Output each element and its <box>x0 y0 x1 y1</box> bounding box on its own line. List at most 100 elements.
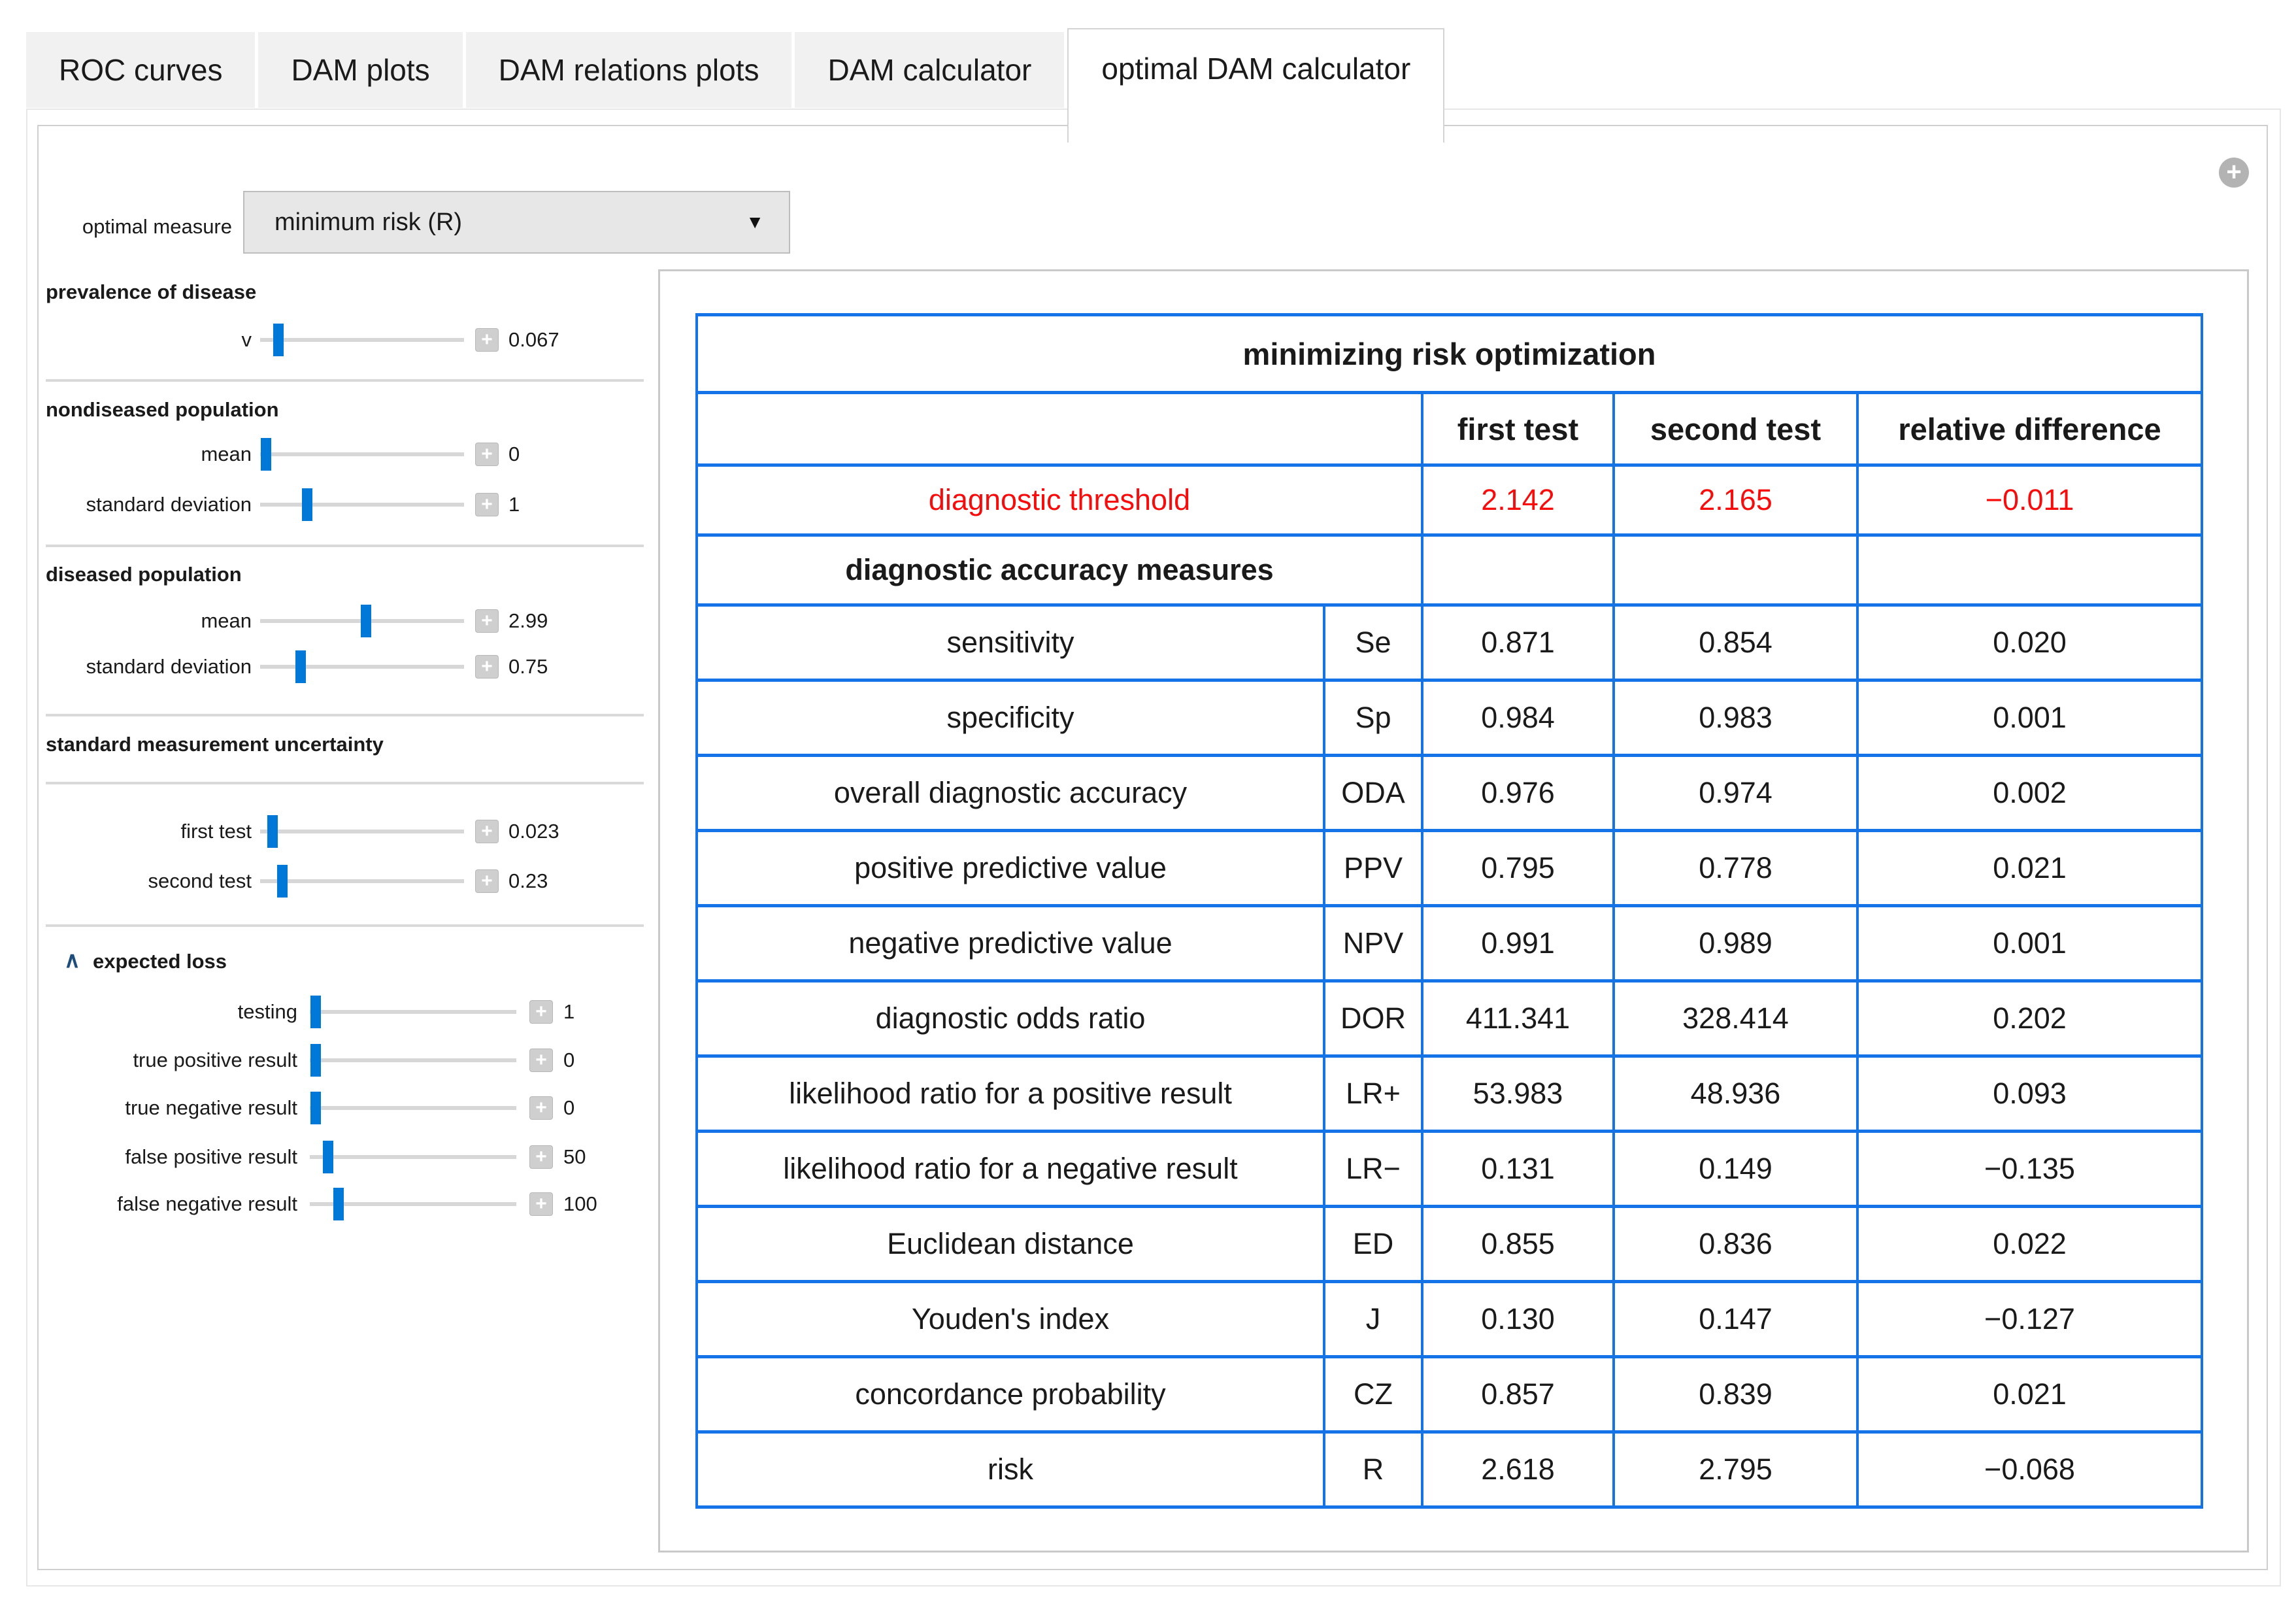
slider-thumb[interactable] <box>323 1141 334 1173</box>
table-row: negative predictive value NPV 0.991 0.98… <box>695 904 2203 982</box>
slider-label: true positive result <box>133 1049 297 1071</box>
stepper-expand-icon[interactable]: + <box>475 869 499 893</box>
slider-thumb[interactable] <box>333 1188 344 1220</box>
stepper-expand-icon[interactable]: + <box>529 1049 553 1072</box>
tab-bar: ROC curves DAM plots DAM relations plots… <box>26 28 1448 143</box>
row-label: likelihood ratio for a positive result <box>695 1054 1325 1133</box>
slider-track[interactable] <box>310 1044 516 1077</box>
tab-dam-calculator[interactable]: DAM calculator <box>795 32 1065 108</box>
slider-label: mean <box>201 443 252 465</box>
tab-dam-plots[interactable]: DAM plots <box>258 32 463 108</box>
stepper-expand-icon[interactable]: + <box>475 493 499 516</box>
column-header-relative-difference: relative difference <box>1856 391 2203 467</box>
column-header-second-test: second test <box>1612 391 1859 467</box>
section-header-row: diagnostic accuracy measures <box>695 533 2203 607</box>
stepper-expand-icon[interactable]: + <box>475 820 499 843</box>
slider-value: 1 <box>563 1000 575 1023</box>
optimal-measure-selected-value: minimum risk (R) <box>275 209 463 236</box>
slider-thumb[interactable] <box>310 1044 322 1077</box>
cell-diff: 0.202 <box>1856 979 2203 1058</box>
stepper-expand-icon[interactable]: + <box>475 443 499 466</box>
row-label: risk <box>695 1430 1325 1509</box>
slider-row-first-test: first test + 0.023 <box>0 809 654 854</box>
cell-diff: 0.020 <box>1856 603 2203 682</box>
row-label: Youden's index <box>695 1280 1325 1358</box>
slider-row-loss-testing: testing + 1 <box>0 990 654 1034</box>
stepper-expand-icon[interactable]: + <box>475 655 499 679</box>
slider-value: 0.023 <box>508 820 559 843</box>
slider-thumb[interactable] <box>295 650 307 683</box>
row-label: Euclidean distance <box>695 1205 1325 1283</box>
slider-value: 0.75 <box>508 655 548 678</box>
row-abbr: R <box>1323 1430 1423 1509</box>
slider-track[interactable] <box>310 1092 516 1124</box>
table-row: positive predictive value PPV 0.795 0.77… <box>695 829 2203 907</box>
table-row: risk R 2.618 2.795 −0.068 <box>695 1430 2203 1509</box>
cell-second: 0.839 <box>1612 1355 1859 1434</box>
stepper-expand-icon[interactable]: + <box>529 1000 553 1024</box>
cell-second: 0.836 <box>1612 1205 1859 1283</box>
slider-thumb[interactable] <box>277 865 288 898</box>
slider-track[interactable] <box>310 1188 516 1220</box>
cell-second: 328.414 <box>1612 979 1859 1058</box>
slider-thumb[interactable] <box>310 1092 322 1124</box>
slider-thumb[interactable] <box>261 438 272 471</box>
cell-first: 0.871 <box>1421 603 1615 682</box>
slider-label: standard deviation <box>86 655 252 678</box>
table-row: likelihood ratio for a negative result L… <box>695 1130 2203 1208</box>
slider-row-second-test: second test + 0.23 <box>0 859 654 903</box>
slider-thumb[interactable] <box>301 488 312 521</box>
slider-label: testing <box>237 1000 297 1023</box>
optimal-measure-dropdown[interactable]: minimum risk (R) ▼ <box>243 191 790 254</box>
slider-thumb[interactable] <box>310 996 322 1028</box>
empty-cell <box>1612 533 1859 607</box>
row-label: overall diagnostic accuracy <box>695 754 1325 832</box>
slider-track[interactable] <box>310 996 516 1028</box>
slider-value: 1 <box>508 493 520 516</box>
row-label: concordance probability <box>695 1355 1325 1434</box>
slider-track[interactable] <box>260 865 464 898</box>
slider-track[interactable] <box>260 324 464 356</box>
slider-track[interactable] <box>260 438 464 471</box>
slider-row-diseased-mean: mean + 2.99 <box>0 599 654 643</box>
row-abbr: LR+ <box>1323 1054 1423 1133</box>
stepper-expand-icon[interactable]: + <box>475 609 499 633</box>
cell-diff: 0.002 <box>1856 754 2203 832</box>
slider-row-nondiseased-mean: mean + 0 <box>0 432 654 477</box>
slider-value: 0 <box>563 1049 575 1071</box>
slider-value: 100 <box>563 1192 597 1215</box>
table-row: Youden's index J 0.130 0.147 −0.127 <box>695 1280 2203 1358</box>
tab-dam-relations-plots[interactable]: DAM relations plots <box>465 32 792 108</box>
slider-row-prevalence-v: v + 0.067 <box>0 318 654 362</box>
slider-track[interactable] <box>260 650 464 683</box>
tab-roc-curves[interactable]: ROC curves <box>26 32 256 108</box>
cell-second: 2.795 <box>1612 1430 1859 1509</box>
slider-track[interactable] <box>260 815 464 848</box>
stepper-expand-icon[interactable]: + <box>529 1145 553 1169</box>
slider-row-diseased-sd: standard deviation + 0.75 <box>0 645 654 689</box>
row-label: positive predictive value <box>695 829 1325 907</box>
collapse-chevron-icon[interactable]: ∧ <box>64 948 80 973</box>
table-row: sensitivity Se 0.871 0.854 0.020 <box>695 603 2203 682</box>
slider-track[interactable] <box>260 605 464 637</box>
slider-thumb[interactable] <box>267 815 278 848</box>
expand-plus-icon[interactable]: + <box>2219 158 2249 188</box>
tab-optimal-dam-calculator[interactable]: optimal DAM calculator <box>1067 28 1445 143</box>
cell-diff: −0.068 <box>1856 1430 2203 1509</box>
stepper-expand-icon[interactable]: + <box>529 1192 553 1216</box>
slider-thumb[interactable] <box>361 605 372 637</box>
stepper-expand-icon[interactable]: + <box>475 328 499 352</box>
slider-thumb[interactable] <box>273 324 284 356</box>
cell-diff: 0.001 <box>1856 904 2203 982</box>
slider-track[interactable] <box>310 1141 516 1173</box>
separator <box>46 924 644 927</box>
cell-diff: 0.022 <box>1856 1205 2203 1283</box>
separator <box>46 782 644 784</box>
dam-section-label: diagnostic accuracy measures <box>695 533 1423 607</box>
row-label: diagnostic threshold <box>695 463 1423 537</box>
slider-label: standard deviation <box>86 493 252 516</box>
section-expected-loss: expected loss <box>93 950 227 973</box>
stepper-expand-icon[interactable]: + <box>529 1096 553 1120</box>
row-abbr: CZ <box>1323 1355 1423 1434</box>
slider-track[interactable] <box>260 488 464 521</box>
